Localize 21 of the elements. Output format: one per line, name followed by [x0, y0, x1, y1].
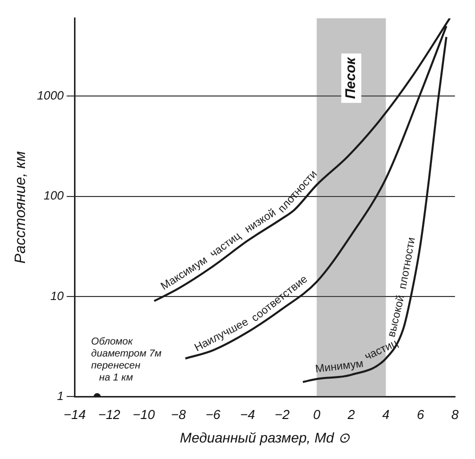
x-tick-label: −8: [171, 407, 187, 422]
text: Минимум частиц высокой плотности: [314, 236, 418, 376]
x-tick-label: −2: [274, 407, 290, 422]
y-tick-label: 1000: [36, 88, 64, 102]
x-tick-label: 2: [346, 407, 356, 422]
y-tick-label: 100: [44, 188, 64, 203]
x-tick-label: −4: [240, 407, 255, 422]
y-tick-label: 10: [50, 288, 64, 303]
x-tick-label: 4: [382, 407, 390, 422]
annotation: Обломок диаметром 7м перенесен на 1 км: [91, 336, 162, 384]
x-tick-label: 8: [451, 407, 460, 422]
x-axis-title: Медианный размер, Md ⊙: [180, 429, 350, 446]
x-tick-label: −14: [64, 407, 86, 422]
y-axis-title: Расстояние, км: [12, 151, 30, 264]
x-tick-label: 0: [313, 407, 322, 422]
y-tick-label: 1: [57, 388, 64, 403]
band-label: Песок: [342, 56, 358, 99]
x-tick-label: −6: [206, 407, 222, 422]
x-tick-label: −12: [98, 407, 122, 422]
x-tick-label: −10: [132, 407, 156, 422]
x-tick-label: 6: [416, 407, 425, 422]
